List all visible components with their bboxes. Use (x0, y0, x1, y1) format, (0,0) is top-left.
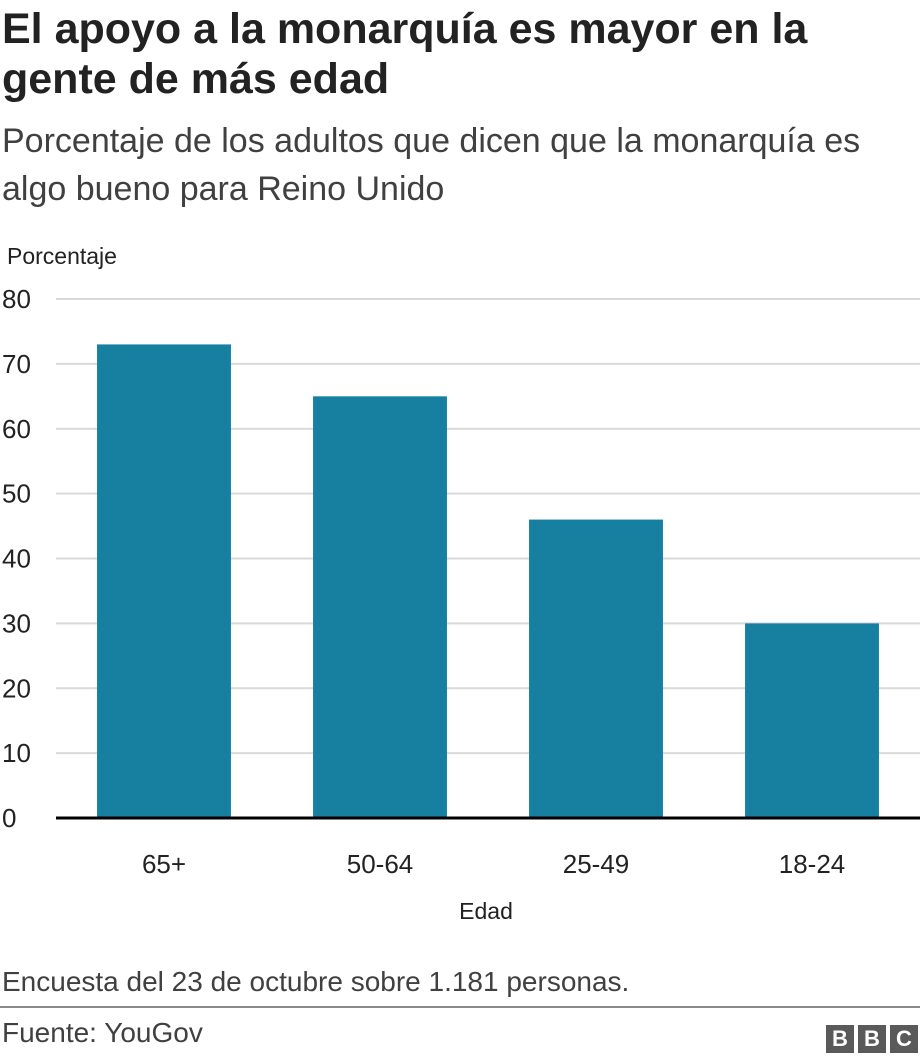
y-tick-label: 50 (2, 479, 31, 509)
x-tick-label: 25-49 (563, 849, 630, 879)
y-tick-label: 60 (2, 414, 31, 444)
bar-18-24 (745, 623, 879, 818)
bar-65+ (97, 344, 231, 818)
x-tick-label: 50-64 (347, 849, 414, 879)
y-axis-label: Porcentaje (7, 243, 117, 269)
bar-25-49 (529, 519, 663, 818)
x-tick-label: 65+ (142, 849, 186, 879)
x-tick-labels: 65+ 50-64 25-49 18-24 (142, 849, 845, 879)
y-tick-labels: 0 10 20 30 40 50 60 70 80 (2, 284, 31, 833)
y-tick-label: 0 (2, 803, 16, 833)
logo-letter-b1: B (826, 1025, 854, 1053)
bbc-logo: B B C (826, 1025, 918, 1053)
y-tick-label: 10 (2, 738, 31, 768)
y-tick-label: 40 (2, 544, 31, 574)
survey-note: Encuesta del 23 de octubre sobre 1.181 p… (2, 966, 630, 997)
y-tick-label: 70 (2, 349, 31, 379)
bar-50-64 (313, 396, 447, 818)
footer-divider (0, 1006, 920, 1008)
source-credit: Fuente: YouGov (2, 1017, 203, 1048)
chart-title: El apoyo a la monarquía es mayor en la g… (2, 5, 808, 103)
y-tick-label: 80 (2, 284, 31, 314)
x-axis-label: Edad (459, 898, 513, 924)
bar-chart: Porcentaje 0 10 20 30 40 50 60 70 80 65+ 50-64 25-… (2, 243, 920, 924)
x-tick-label: 18-24 (779, 849, 846, 879)
bars (97, 344, 879, 818)
logo-letter-b2: B (858, 1025, 886, 1053)
y-tick-label: 30 (2, 608, 31, 638)
logo-letter-c: C (890, 1025, 918, 1053)
chart-subtitle: Porcentaje de los adultos que dicen que … (2, 122, 861, 208)
y-tick-label: 20 (2, 673, 31, 703)
